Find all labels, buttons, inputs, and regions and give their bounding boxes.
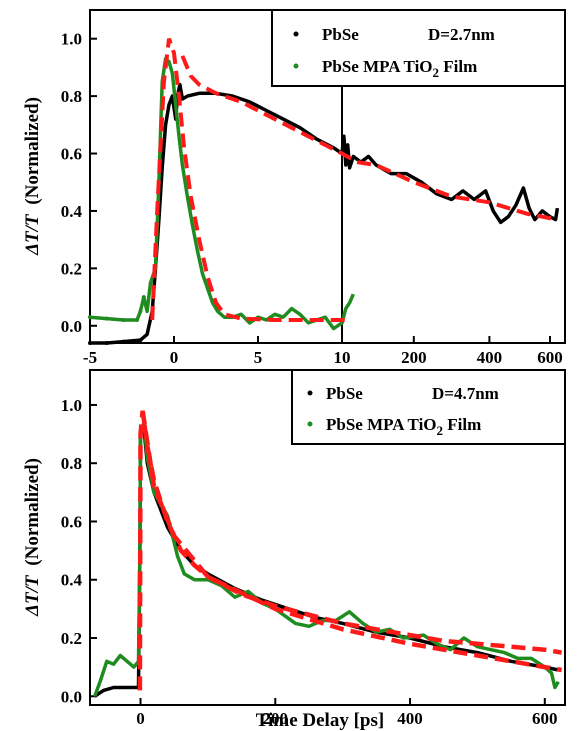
top-legend-label-pbse: PbSe [322, 25, 359, 44]
bottom-x-tick-label: 200 [263, 709, 289, 728]
top-series-1 [88, 57, 355, 331]
top-y-tick-label: 0.8 [61, 87, 82, 106]
top-series [88, 38, 560, 345]
top-fit-curve [150, 38, 350, 322]
top-data-point [135, 318, 140, 323]
bottom-y-tick-label: 0.4 [61, 571, 83, 590]
bottom-legend-label-size: D=4.7nm [432, 384, 499, 403]
top-y-tick-label: 0.6 [61, 145, 82, 164]
top-data-point [88, 315, 92, 320]
top-data-point [138, 309, 143, 314]
top-series-2 [150, 38, 350, 322]
top-legend-marker-pbse [293, 31, 299, 37]
top-x-tick-label: 400 [477, 348, 503, 367]
top-data-point [104, 341, 109, 345]
top-y-tick-label: 0.4 [61, 202, 83, 221]
bottom-legend-marker-film [307, 421, 313, 427]
bottom-x-axis-label: Time Delay [ps] [256, 710, 384, 731]
bottom-x-tick-label: 0 [136, 709, 145, 728]
top-data-point [121, 339, 126, 344]
bottom-x-tick-label: 600 [532, 709, 558, 728]
bottom-y-tick-label: 0.2 [61, 629, 82, 648]
bottom-y-label-delta: ΔT/T [22, 574, 43, 617]
top-x-tick-label: 0 [170, 348, 179, 367]
top-x-tick-label: 200 [401, 348, 427, 367]
top-legend-marker-film [293, 63, 299, 69]
top-series-3 [180, 55, 558, 222]
top-data-trace [89, 57, 355, 331]
bottom-x-tick-labels: 0 200 400 600 [136, 709, 557, 728]
top-data-point [88, 341, 92, 345]
top-legend: PbSe D=2.7nm PbSe MPA TiO2 Film [271, 9, 566, 87]
bottom-legend: PbSe D=4.7nm PbSe MPA TiO2 Film [291, 369, 566, 445]
top-data-point [141, 295, 146, 300]
top-x-tick-label: 10 [334, 348, 351, 367]
bottom-fit-curve [137, 410, 562, 691]
bottom-legend-label-pbse: PbSe [326, 384, 363, 403]
top-ticks [89, 37, 551, 343]
top-legend-label-film: PbSe MPA TiO2 Film [322, 57, 477, 80]
bottom-series [93, 410, 562, 698]
top-x-tick-labels: -5 0 5 10 200 400 600 [83, 348, 563, 367]
top-y-tick-label: 0.0 [61, 317, 82, 336]
top-legend-box [271, 9, 566, 87]
top-x-tick-label: 5 [254, 348, 263, 367]
bottom-y-tick-label: 0.8 [61, 454, 82, 473]
bottom-y-tick-label: 1.0 [61, 396, 82, 415]
bottom-fit-curve [140, 410, 562, 673]
bottom-series-3 [140, 410, 562, 673]
top-y-tick-label: 0.2 [61, 259, 82, 278]
top-data-trace [90, 82, 560, 345]
top-series-0 [88, 82, 560, 345]
top-y-label-suffix: (Normalized) [22, 97, 43, 205]
bottom-y-axis-label: ΔT/T (Normalized) [22, 458, 43, 617]
top-x-tick-label: 600 [537, 348, 563, 367]
bottom-legend-marker-pbse [307, 390, 313, 396]
bottom-data-trace [93, 426, 559, 698]
top-fit-curve [180, 55, 558, 222]
bottom-y-tick-labels: 0.0 0.2 0.4 0.6 0.8 1.0 [61, 396, 83, 706]
top-y-tick-labels: 0.0 0.2 0.4 0.6 0.8 1.0 [61, 30, 83, 336]
top-data-point [104, 316, 109, 321]
bottom-legend-box [291, 369, 566, 445]
bottom-series-0 [93, 426, 559, 698]
top-x-tick-label: -5 [83, 348, 97, 367]
top-data-point [138, 338, 143, 343]
bottom-x-tick-label: 400 [397, 709, 423, 728]
top-y-label-delta: ΔT/T [22, 213, 43, 256]
bottom-ticks [90, 403, 546, 705]
top-data-point [121, 318, 126, 323]
top-legend-label-size: D=2.7nm [428, 25, 495, 44]
top-panel: -5 0 5 10 200 400 600 0.0 0.2 0.4 0.6 0.8 1.0 ΔT/T … [22, 9, 566, 367]
bottom-legend-label-film: PbSe MPA TiO2 Film [326, 415, 481, 438]
bottom-panel: 0 200 400 600 0.0 0.2 0.4 0.6 0.8 1.0 ΔT/T (Norm… [22, 369, 566, 731]
bottom-y-label-suffix: (Normalized) [22, 458, 43, 566]
bottom-y-tick-label: 0.6 [61, 512, 82, 531]
top-y-axis-label: ΔT/T (Normalized) [22, 97, 43, 256]
top-y-tick-label: 1.0 [61, 30, 82, 49]
bottom-y-tick-label: 0.0 [61, 687, 82, 706]
bottom-series-2 [137, 410, 562, 691]
